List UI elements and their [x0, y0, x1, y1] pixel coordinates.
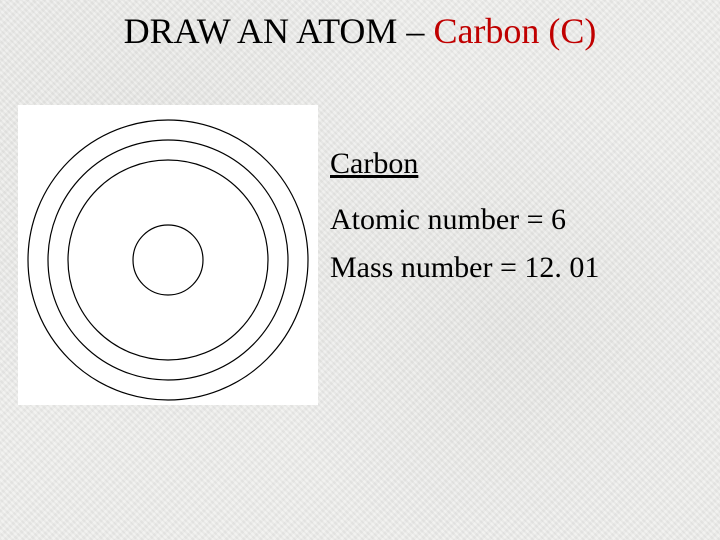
mass-number-line: Mass number = 12. 01	[330, 244, 599, 292]
slide: DRAW AN ATOM – Carbon (C) Carbon Atomic …	[0, 0, 720, 540]
atom-shells-svg	[18, 105, 318, 405]
element-name: Carbon	[330, 140, 418, 188]
shell-circle	[68, 160, 268, 360]
shell-circle	[28, 120, 308, 400]
element-info: Carbon Atomic number = 6 Mass number = 1…	[330, 140, 599, 292]
shell-circle	[48, 140, 288, 380]
atom-diagram	[18, 105, 318, 405]
atomic-number-line: Atomic number = 6	[330, 196, 599, 244]
title-prefix: DRAW AN ATOM –	[124, 11, 434, 51]
page-title: DRAW AN ATOM – Carbon (C)	[0, 10, 720, 52]
shell-circle	[133, 225, 203, 295]
title-accent: Carbon (C)	[433, 11, 596, 51]
